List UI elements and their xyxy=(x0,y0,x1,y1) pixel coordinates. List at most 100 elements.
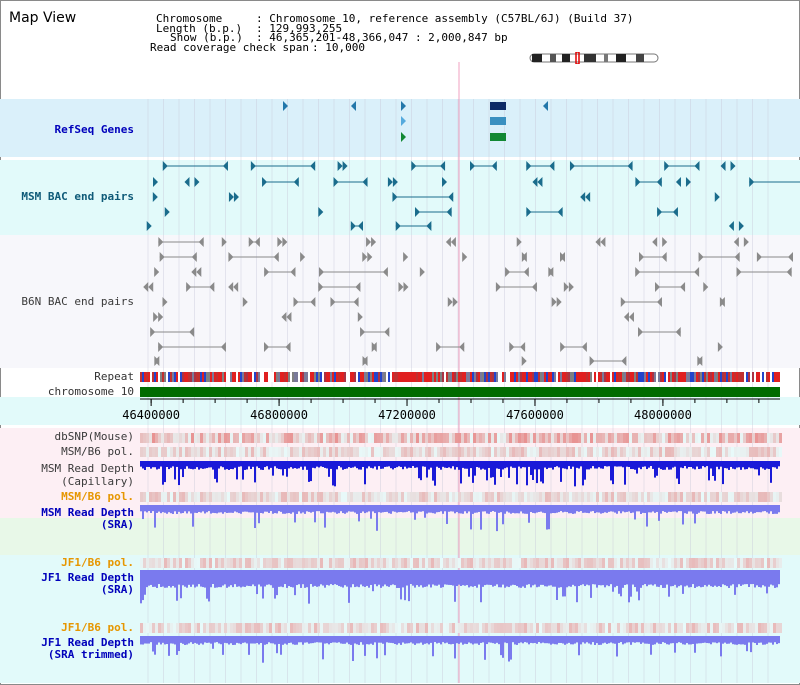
dbsnp-strip xyxy=(698,433,701,443)
track-label-refseq[interactable]: RefSeq Genes xyxy=(54,123,134,136)
jf1-trim-depth-bar xyxy=(486,636,488,645)
dbsnp-strip xyxy=(167,433,170,443)
jf1-pol-strip xyxy=(635,558,638,568)
chromosome-ideogram[interactable] xyxy=(528,52,660,64)
b6n-bac-end xyxy=(158,312,164,322)
jf1-pol-strip-2 xyxy=(716,623,719,633)
msm-pol-strip-2 xyxy=(770,492,773,502)
jf1-trim-depth-bar xyxy=(334,636,336,643)
jf1-pol-strip-2 xyxy=(323,623,326,633)
msm-cap-depth-bar xyxy=(396,461,398,468)
repeat-segment xyxy=(772,372,774,382)
jf1-trim-depth-bar xyxy=(498,636,500,645)
msm-pol-strip xyxy=(686,447,689,457)
jf1-pol-strip-2 xyxy=(497,623,500,633)
repeat-segment xyxy=(404,372,406,382)
track-label-jf1-b6-pol[interactable]: JF1/B6 pol. xyxy=(61,556,134,569)
jf1-pol-strip-2 xyxy=(638,623,641,633)
msm-pol-strip xyxy=(224,447,227,457)
msm-pol-strip xyxy=(524,447,527,457)
msm-pol-strip xyxy=(731,447,734,457)
dbsnp-strip xyxy=(605,433,608,443)
repeat-segment xyxy=(744,372,746,382)
msm-pol-strip xyxy=(413,447,416,457)
jf1-sra-depth-bar xyxy=(364,570,366,587)
repeat-segment xyxy=(438,372,440,382)
jf1-pol-strip xyxy=(593,558,596,568)
track-label-msm-bac[interactable]: MSM BAC end pairs xyxy=(21,190,134,203)
repeat-segment xyxy=(280,372,282,382)
msm-pol-strip-2 xyxy=(767,492,770,502)
jf1-trim-depth-bar xyxy=(490,636,492,643)
track-label-msm-depth-cap[interactable]: MSM Read Depth xyxy=(41,462,134,475)
jf1-pol-strip xyxy=(248,558,251,568)
repeat-segment xyxy=(278,372,280,382)
repeat-segment xyxy=(240,372,242,382)
track-label-dbsnp[interactable]: dbSNP(Mouse) xyxy=(54,430,134,443)
repeat-segment xyxy=(764,372,766,382)
dbsnp-strip xyxy=(407,433,410,443)
jf1-sra-depth-bar xyxy=(314,570,316,586)
msm-pol-strip-2 xyxy=(506,492,509,502)
jf1-pol-strip xyxy=(755,558,758,568)
msm-pol-strip xyxy=(206,447,209,457)
msm-cap-depth-bar xyxy=(248,461,250,467)
msm-pol-strip xyxy=(512,447,515,457)
jf1-trim-depth-bar xyxy=(306,636,308,643)
msm-pol-strip xyxy=(188,447,191,457)
msm-sra-depth-bar xyxy=(664,505,666,512)
jf1-pol-strip xyxy=(167,558,170,568)
msm-cap-depth-bar xyxy=(602,461,604,469)
msm-pol-strip-2 xyxy=(470,492,473,502)
jf1-trim-depth-bar xyxy=(342,636,344,644)
jf1-sra-depth-bar xyxy=(446,570,448,585)
track-label-jf1-b6-pol-2[interactable]: JF1/B6 pol. xyxy=(61,621,134,634)
msm-cap-depth-bar xyxy=(762,461,764,469)
jf1-pol-strip-2 xyxy=(482,623,485,633)
jf1-sra-depth-bar xyxy=(220,570,222,588)
jf1-trim-depth-bar xyxy=(142,636,144,645)
track-label-msm-depth-sra[interactable]: MSM Read Depth xyxy=(41,506,134,519)
b6n-bac-end xyxy=(281,312,287,322)
track-label-jf1-depth-trim[interactable]: JF1 Read Depth xyxy=(41,636,134,649)
jf1-trim-depth-bar xyxy=(158,636,160,643)
msm-cap-depth-bar xyxy=(160,461,162,467)
jf1-sra-depth-bar xyxy=(650,570,652,585)
jf1-sra-depth-bar xyxy=(524,570,526,588)
msm-pol-strip xyxy=(218,447,221,457)
jf1-pol-strip-2 xyxy=(626,623,629,633)
track-label-jf1-depth-sra[interactable]: JF1 Read Depth xyxy=(41,571,134,584)
msm-cap-depth-bar xyxy=(640,461,642,470)
msm-sra-depth-bar xyxy=(514,505,516,514)
b6n-bac-end xyxy=(154,267,160,277)
msm-sra-depth-bar xyxy=(164,505,166,513)
jf1-sra-depth-bar xyxy=(526,570,528,585)
jf1-trim-depth-bar xyxy=(524,636,526,643)
jf1-sra-depth-bar xyxy=(208,570,210,602)
msm-cap-depth-bar xyxy=(142,461,144,469)
jf1-sra-depth-bar xyxy=(398,570,400,588)
msm-pol-strip xyxy=(572,447,575,457)
jf1-pol-strip-2 xyxy=(395,623,398,633)
jf1-pol-strip xyxy=(335,558,338,568)
msm-cap-depth-bar xyxy=(610,461,612,481)
msm-sra-depth-bar xyxy=(428,505,430,513)
msm-pol-strip-2 xyxy=(701,492,704,502)
track-label-b6n-bac[interactable]: B6N BAC end pairs xyxy=(21,295,134,308)
jf1-pol-strip xyxy=(212,558,215,568)
jf1-sra-depth-bar xyxy=(370,570,372,585)
jf1-sra-depth-bar xyxy=(606,570,608,586)
jf1-pol-strip xyxy=(353,558,356,568)
track-label-msm-b6-pol[interactable]: MSM/B6 pol. xyxy=(61,445,134,458)
msm-pol-strip xyxy=(191,447,194,457)
repeat-segment xyxy=(270,372,272,382)
jf1-sra-depth-bar xyxy=(464,570,466,586)
repeat-segment xyxy=(568,372,570,382)
msm-sra-depth-bar xyxy=(300,505,302,514)
jf1-pol-strip-2 xyxy=(392,623,395,633)
jf1-trim-depth-bar xyxy=(684,636,686,645)
length-value: : 129,993,255 xyxy=(256,22,343,35)
track-label-msm-b6-pol-2[interactable]: MSM/B6 pol. xyxy=(61,490,134,503)
msm-cap-depth-bar xyxy=(282,461,284,476)
